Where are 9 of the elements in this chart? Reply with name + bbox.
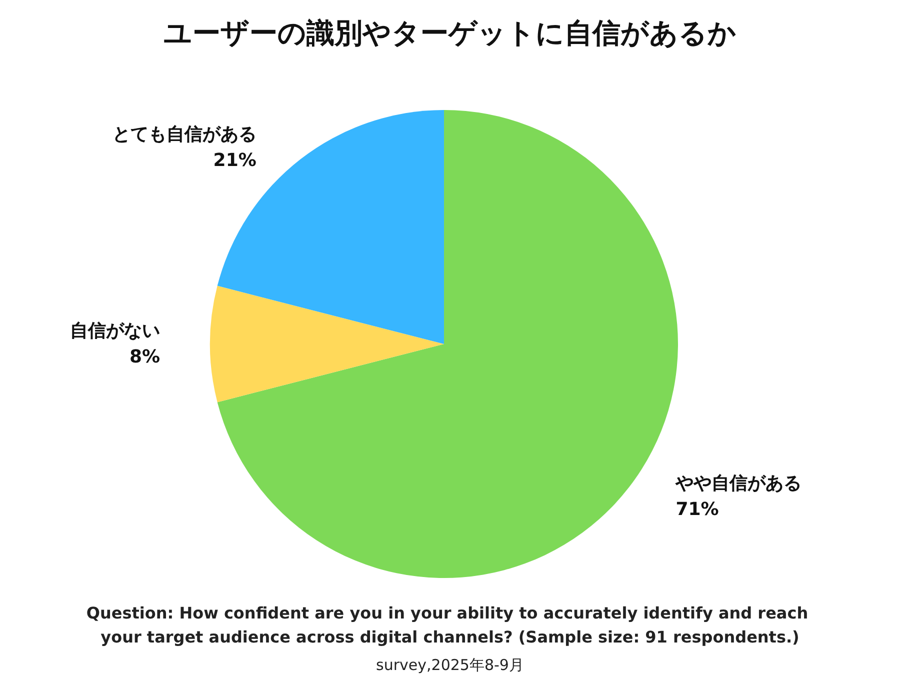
slice-label: やや自信がある xyxy=(674,473,802,494)
data-label: 71% xyxy=(676,499,719,520)
slice-label: 自信がない xyxy=(70,320,160,342)
text: survey,2025年8-9月 xyxy=(376,656,524,674)
chart-title: ユーザーの識別やターゲットに自信があるか xyxy=(164,16,736,50)
slice-label: とても自信がある xyxy=(112,124,256,145)
text: Question: How confident are you in your ability to accurately identify and reach your target audience across digital channels? (Sample size: 91 respondents.) xyxy=(86,604,814,646)
data-label: 8% xyxy=(129,346,160,368)
data-label: 21% xyxy=(213,150,256,171)
